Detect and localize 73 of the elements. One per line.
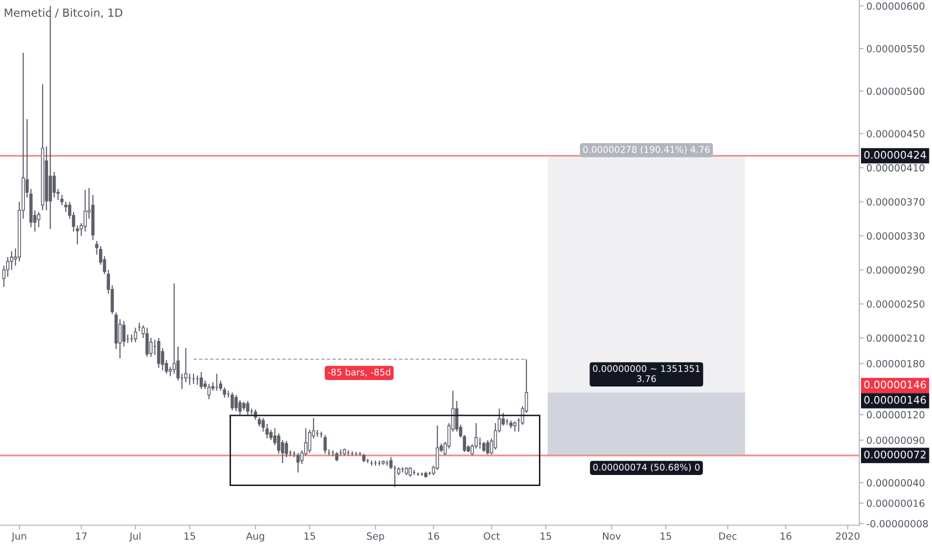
- candlestick: [37, 211, 40, 228]
- y-tick-label: 0.00000370: [866, 198, 924, 206]
- x-tick-label: Jun: [11, 532, 26, 542]
- x-tick-label: 2020: [836, 532, 860, 540]
- annotation: 0.00000278 (190.41%) 4.76: [583, 146, 710, 154]
- candlestick: [52, 171, 56, 198]
- candlestick: [513, 420, 516, 432]
- y-tick-label: 0.00000180: [866, 360, 924, 368]
- annotation: -85 bars, -85d: [328, 368, 390, 376]
- text: 0.00000146: [864, 380, 926, 389]
- candlestick: [122, 320, 126, 348]
- y-tick-label: 0.00000450: [866, 130, 924, 138]
- candlestick: [84, 189, 87, 232]
- candlestick: [389, 456, 393, 470]
- x-tick-label: Oct: [484, 532, 500, 540]
- candlestick: [494, 422, 498, 450]
- candlestick: [157, 337, 160, 368]
- y-tick-label: 0.00000600: [866, 2, 924, 10]
- candlestick: [134, 327, 138, 343]
- candlestick: [145, 327, 149, 358]
- candlestick: [76, 225, 80, 245]
- candlestick: [486, 440, 490, 456]
- candlestick: [238, 400, 242, 416]
- x-tick-label: 15: [540, 532, 552, 540]
- candlestick: [200, 371, 203, 390]
- text: 0.00000146: [864, 396, 926, 404]
- y-tick-label: 0.00000016: [866, 500, 924, 507]
- candlestick: [207, 383, 211, 400]
- candlestick: [230, 392, 234, 411]
- candlestick: [269, 429, 273, 441]
- x-tick-label: 15: [660, 532, 672, 540]
- x-tick-label: Nov: [603, 532, 621, 540]
- y-tick-label: 0.00000550: [866, 45, 924, 52]
- candlestick: [172, 282, 176, 374]
- candlestick: [246, 400, 250, 416]
- y-tick-label: 0.00000410: [866, 164, 924, 172]
- x-tick-label: Aug: [246, 532, 264, 542]
- y-tick-label: 0.00000250: [866, 300, 924, 308]
- candlestick: [296, 452, 300, 474]
- candlestick: [335, 451, 338, 462]
- ref-line-label: 0.00000072: [864, 450, 926, 458]
- candlestick: [118, 318, 122, 359]
- candlestick: [280, 440, 284, 464]
- candlestick: [462, 434, 466, 453]
- y-tick-label: 0.00000120: [866, 411, 924, 418]
- candlestick: [408, 466, 412, 478]
- candlestick: [284, 440, 288, 458]
- x-tick-label: 15: [184, 532, 196, 540]
- x-tick-label: 15: [304, 532, 315, 540]
- candlestick: [436, 425, 440, 470]
- ref-line-label: 0.00000424: [864, 150, 926, 159]
- y-tick-label: 0.00000500: [866, 88, 924, 95]
- y-tick-label: 0.00000040: [866, 479, 924, 487]
- y-tick-label: 0.00000290: [866, 266, 924, 274]
- candlestick: [176, 346, 180, 382]
- candlestick: [149, 337, 153, 358]
- x-tick-label: 16: [780, 532, 792, 540]
- x-tick-label: Jul: [129, 532, 140, 542]
- y-tick-label: 0.00000210: [866, 334, 924, 342]
- candlestick: [234, 394, 238, 412]
- annotation: 0.00000074 (50.68%) 0: [593, 464, 700, 472]
- x-tick-label: Dec: [719, 532, 736, 540]
- x-tick-label: Sep: [366, 532, 384, 542]
- y-tick-label: 0.00000330: [866, 232, 924, 240]
- candlestick: [324, 434, 327, 454]
- y-tick-label: -0.00000008: [866, 520, 928, 528]
- candlestick: [222, 386, 226, 398]
- candlestick: [258, 416, 261, 428]
- x-tick-label: 16: [428, 532, 440, 540]
- annotation: 0.00000000 ~ 1351351 3.76: [592, 365, 700, 382]
- candlestick: [482, 441, 486, 453]
- x-tick-label: 17: [76, 532, 87, 540]
- y-tick-label: 0.00000090: [866, 436, 924, 444]
